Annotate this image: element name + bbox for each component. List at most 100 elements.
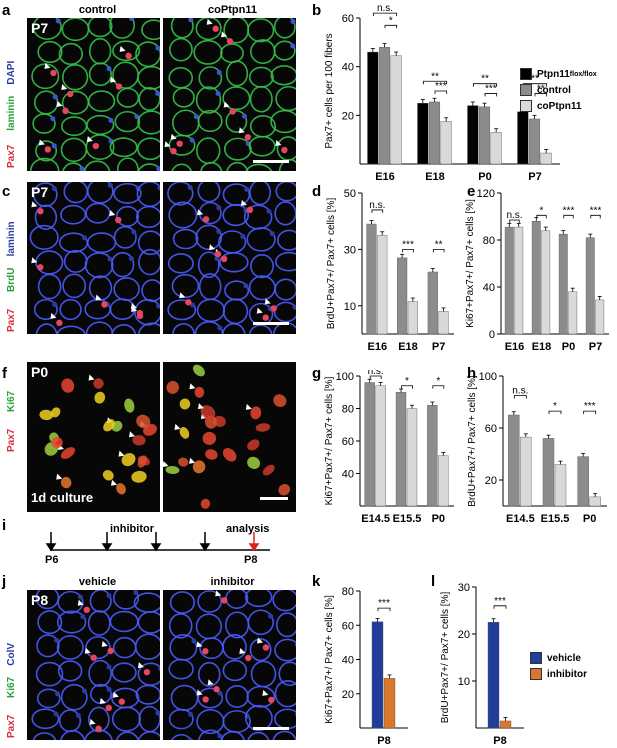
nucleus [158, 666, 160, 672]
nucleus [107, 256, 113, 262]
nucleus [106, 664, 112, 670]
nucleus [39, 409, 54, 421]
muscle-fiber [60, 116, 88, 137]
y-tick-label-l: 30 [458, 582, 470, 594]
arrowhead-icon [256, 637, 263, 644]
nucleus [106, 66, 112, 72]
x-tick-label-e: E18 [532, 341, 552, 353]
muscle-fiber [168, 613, 193, 639]
nucleus [215, 91, 221, 97]
muscle-fiber [29, 224, 59, 250]
arrowhead-icon [118, 450, 125, 457]
muscle-fiber [137, 230, 160, 256]
muscle-fiber [33, 298, 58, 321]
pax7-cell [67, 90, 74, 98]
muscle-fiber [36, 688, 61, 709]
muscle-fiber [37, 610, 63, 635]
pax7-cell [62, 107, 69, 115]
nucleus [295, 712, 296, 717]
muscle-fiber [172, 322, 195, 334]
y-tick-label-k: 80 [342, 586, 354, 598]
significance-bracket-b [372, 12, 398, 17]
stage-label-f: P0 [31, 364, 49, 380]
significance-label-b: * [389, 15, 393, 26]
chart-l: 10 20 30 BrdU+Pax7+/ Pax7+ cells [%] P8 *** [440, 582, 524, 747]
micrograph-a-control [27, 18, 160, 171]
panel-letter-e: e [467, 183, 476, 200]
y-tick-label-e: 0 [489, 329, 495, 341]
x-tick-label-g: P0 [432, 513, 445, 525]
nucleus [108, 117, 114, 123]
y-tick-label-b: 20 [342, 110, 354, 122]
muscle-fiber [250, 254, 274, 279]
nucleus [290, 43, 296, 49]
y-tick-label-l: 10 [458, 676, 470, 688]
pax7-cell [50, 69, 57, 77]
arrowhead-icon [137, 662, 144, 669]
nucleus [106, 592, 112, 598]
muscle-fiber [135, 684, 160, 705]
panel-letter-k: k [312, 573, 321, 590]
muscle-fiber [168, 658, 194, 680]
arrowhead-icon [50, 312, 57, 319]
muscle-fiber [37, 273, 62, 300]
nucleus [202, 431, 217, 445]
muscle-fiber [221, 322, 246, 334]
significance-label-b: *** [485, 83, 497, 94]
pax7-cell [37, 264, 44, 271]
arrowhead-icon [61, 84, 68, 91]
muscle-fiber [278, 661, 296, 687]
pax7-cell [92, 142, 100, 150]
muscle-fiber [245, 163, 273, 171]
muscle-fiber [273, 40, 296, 61]
pax7-cell [136, 309, 144, 317]
muscle-fiber [226, 161, 249, 171]
significance-bracket-b [384, 24, 398, 29]
significance-label-e: *** [563, 205, 575, 216]
muscle-fiber [275, 182, 296, 202]
pax7-cell [262, 644, 270, 651]
muscle-fiber [135, 205, 160, 229]
arrowhead-icon [240, 199, 247, 206]
muscle-fiber [109, 610, 139, 633]
nucleus [217, 733, 223, 739]
x-tick-label-h: E14.5 [506, 513, 535, 525]
micrograph-j-inhibitor [163, 590, 296, 740]
muscle-fiber [171, 273, 200, 299]
arrowhead-icon [275, 140, 282, 147]
nucleus [60, 447, 76, 459]
significance-label-e: *** [590, 205, 602, 216]
pax7-cell [213, 686, 220, 693]
nucleus [222, 448, 237, 462]
y-tick-label-g: 100 [336, 371, 354, 383]
pax7-cell [115, 83, 123, 90]
muscle-fiber [110, 251, 135, 278]
pax7-cell [246, 206, 254, 214]
significance-label-g: * [436, 376, 440, 387]
arrowhead-icon [223, 101, 230, 108]
muscle-fiber [133, 592, 160, 613]
pax7-cell [44, 146, 52, 153]
muscle-fiber [169, 591, 196, 614]
y-tick-label-k: 40 [342, 655, 354, 667]
muscle-fiber [196, 137, 221, 165]
muscle-fiber [112, 636, 137, 659]
y-axis-label-h: BrdU+Pax7+/ Pax7+ cells [%] [467, 375, 478, 507]
panel-letter-c: c [2, 183, 11, 200]
muscle-fiber [85, 202, 111, 224]
muscle-fiber [115, 205, 139, 227]
muscle-fiber [86, 232, 117, 254]
muscle-fiber [112, 590, 140, 610]
arrowhead-icon [56, 100, 63, 107]
nucleus [134, 114, 140, 120]
nucleus [190, 302, 196, 308]
significance-label-k: *** [378, 598, 390, 609]
pax7-cell [270, 305, 277, 312]
micrograph-f-right [163, 362, 296, 512]
muscle-fiber [275, 251, 296, 272]
muscle-fiber [33, 90, 59, 115]
muscle-fiber [113, 225, 137, 249]
muscle-fiber [87, 90, 116, 112]
nucleus [128, 256, 134, 262]
significance-bracket-h [548, 410, 562, 415]
